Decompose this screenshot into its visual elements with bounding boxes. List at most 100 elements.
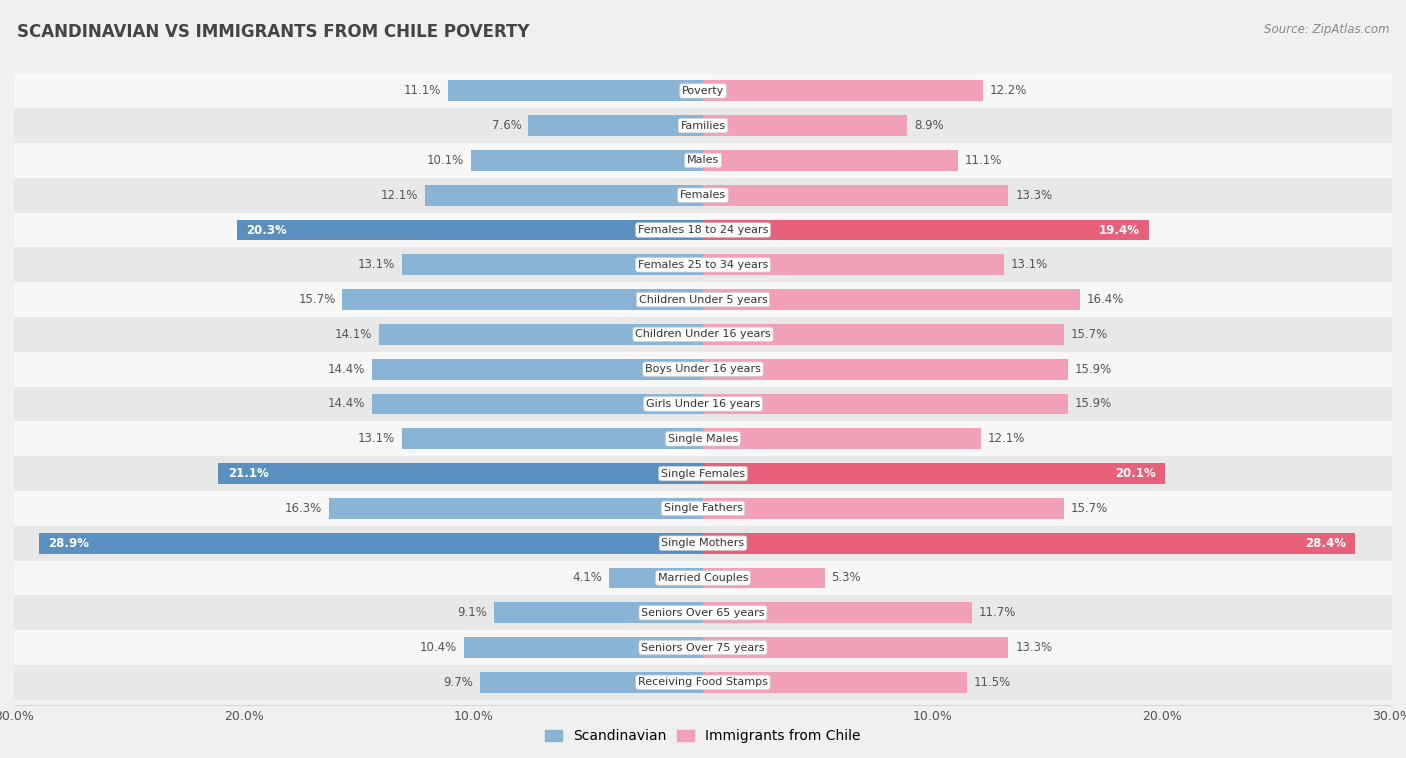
- Text: Married Couples: Married Couples: [658, 573, 748, 583]
- Text: 21.1%: 21.1%: [228, 467, 269, 480]
- Bar: [14, 247, 1392, 282]
- Text: Females 18 to 24 years: Females 18 to 24 years: [638, 225, 768, 235]
- Bar: [703, 672, 967, 693]
- Bar: [703, 359, 1069, 380]
- Bar: [14, 491, 1392, 526]
- Bar: [703, 80, 983, 102]
- Text: 11.5%: 11.5%: [974, 676, 1011, 689]
- Bar: [14, 421, 1392, 456]
- Bar: [703, 393, 1069, 415]
- Bar: [449, 80, 703, 102]
- Bar: [14, 456, 1392, 491]
- Bar: [494, 603, 703, 623]
- Bar: [14, 352, 1392, 387]
- Text: 12.1%: 12.1%: [988, 432, 1025, 445]
- Text: Boys Under 16 years: Boys Under 16 years: [645, 364, 761, 374]
- Text: Single Females: Single Females: [661, 468, 745, 478]
- Text: Single Mothers: Single Mothers: [661, 538, 745, 548]
- Text: 9.7%: 9.7%: [443, 676, 474, 689]
- Text: 19.4%: 19.4%: [1098, 224, 1139, 236]
- Bar: [609, 568, 703, 588]
- Bar: [14, 526, 1392, 561]
- Text: 13.3%: 13.3%: [1015, 641, 1053, 654]
- Text: 15.9%: 15.9%: [1076, 362, 1112, 376]
- Text: 15.7%: 15.7%: [298, 293, 336, 306]
- Text: 20.1%: 20.1%: [1115, 467, 1156, 480]
- Bar: [703, 533, 1355, 553]
- Bar: [329, 498, 703, 518]
- Bar: [39, 533, 703, 553]
- Bar: [343, 289, 703, 310]
- Bar: [703, 115, 907, 136]
- Text: 5.3%: 5.3%: [831, 572, 862, 584]
- Text: Seniors Over 65 years: Seniors Over 65 years: [641, 608, 765, 618]
- Text: Children Under 5 years: Children Under 5 years: [638, 295, 768, 305]
- Bar: [471, 150, 703, 171]
- Bar: [703, 428, 981, 449]
- Text: 7.6%: 7.6%: [492, 119, 522, 132]
- Bar: [373, 359, 703, 380]
- Bar: [236, 220, 703, 240]
- Text: Poverty: Poverty: [682, 86, 724, 96]
- Bar: [703, 289, 1080, 310]
- Bar: [402, 255, 703, 275]
- Bar: [703, 255, 1004, 275]
- Text: Females: Females: [681, 190, 725, 200]
- Bar: [14, 108, 1392, 143]
- Legend: Scandinavian, Immigrants from Chile: Scandinavian, Immigrants from Chile: [540, 724, 866, 749]
- Text: 11.1%: 11.1%: [965, 154, 1002, 167]
- Text: 11.7%: 11.7%: [979, 606, 1017, 619]
- Text: 15.7%: 15.7%: [1070, 502, 1108, 515]
- Text: 13.1%: 13.1%: [359, 432, 395, 445]
- Bar: [703, 150, 957, 171]
- Bar: [703, 185, 1008, 205]
- Bar: [529, 115, 703, 136]
- Bar: [14, 630, 1392, 665]
- Text: 15.7%: 15.7%: [1070, 328, 1108, 341]
- Text: 10.1%: 10.1%: [427, 154, 464, 167]
- Text: 9.1%: 9.1%: [457, 606, 486, 619]
- Bar: [481, 672, 703, 693]
- Text: Single Males: Single Males: [668, 434, 738, 443]
- Text: 28.4%: 28.4%: [1305, 537, 1346, 550]
- Text: 4.1%: 4.1%: [572, 572, 602, 584]
- Bar: [218, 463, 703, 484]
- Bar: [14, 282, 1392, 317]
- Text: Seniors Over 75 years: Seniors Over 75 years: [641, 643, 765, 653]
- Text: 11.1%: 11.1%: [404, 84, 441, 97]
- Text: Children Under 16 years: Children Under 16 years: [636, 330, 770, 340]
- Bar: [14, 74, 1392, 108]
- Bar: [14, 317, 1392, 352]
- Bar: [703, 637, 1008, 658]
- Text: 14.4%: 14.4%: [328, 397, 366, 411]
- Bar: [14, 212, 1392, 247]
- Text: 12.1%: 12.1%: [381, 189, 418, 202]
- Text: 20.3%: 20.3%: [246, 224, 287, 236]
- Text: 13.1%: 13.1%: [359, 258, 395, 271]
- Bar: [703, 498, 1063, 518]
- Text: SCANDINAVIAN VS IMMIGRANTS FROM CHILE POVERTY: SCANDINAVIAN VS IMMIGRANTS FROM CHILE PO…: [17, 23, 530, 41]
- Text: Families: Families: [681, 121, 725, 130]
- Bar: [402, 428, 703, 449]
- Bar: [703, 463, 1164, 484]
- Text: 13.3%: 13.3%: [1015, 189, 1053, 202]
- Bar: [703, 220, 1149, 240]
- Text: Females 25 to 34 years: Females 25 to 34 years: [638, 260, 768, 270]
- Bar: [703, 568, 825, 588]
- Text: 12.2%: 12.2%: [990, 84, 1028, 97]
- Bar: [14, 178, 1392, 212]
- Bar: [380, 324, 703, 345]
- Text: Males: Males: [688, 155, 718, 165]
- Bar: [703, 324, 1063, 345]
- Text: Single Fathers: Single Fathers: [664, 503, 742, 513]
- Bar: [14, 387, 1392, 421]
- Bar: [425, 185, 703, 205]
- Bar: [464, 637, 703, 658]
- Text: 14.4%: 14.4%: [328, 362, 366, 376]
- Text: 14.1%: 14.1%: [335, 328, 373, 341]
- Text: 28.9%: 28.9%: [48, 537, 90, 550]
- Text: 16.3%: 16.3%: [284, 502, 322, 515]
- Bar: [14, 595, 1392, 630]
- Text: 8.9%: 8.9%: [914, 119, 943, 132]
- Text: Girls Under 16 years: Girls Under 16 years: [645, 399, 761, 409]
